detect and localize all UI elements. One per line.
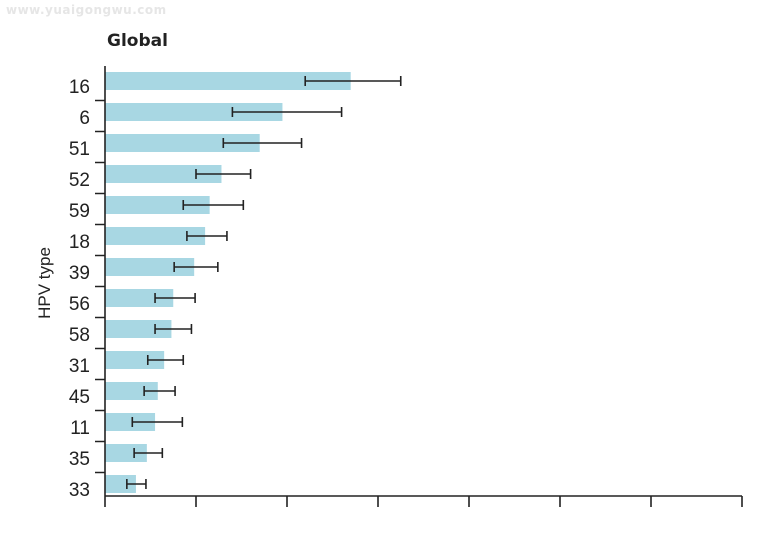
category-label-hpv-51: 51	[69, 139, 90, 160]
category-label-hpv-16: 16	[69, 77, 90, 98]
axes-group	[95, 66, 743, 507]
watermark: www.yuaigongwu.com	[6, 3, 167, 17]
category-label-hpv-6: 6	[79, 108, 90, 129]
bar-hpv-6	[105, 103, 283, 121]
category-label-hpv-58: 58	[69, 325, 90, 346]
error-bars-group	[126, 76, 402, 489]
bar-hpv-35	[105, 444, 147, 462]
category-label-hpv-56: 56	[69, 294, 90, 315]
y-axis-label: HPV type	[35, 247, 54, 319]
category-label-hpv-31: 31	[69, 356, 90, 377]
bar-hpv-51	[105, 134, 260, 152]
bar-hpv-56	[105, 289, 174, 307]
category-label-hpv-33: 33	[69, 480, 90, 501]
bars-group	[105, 72, 351, 493]
bar-hpv-33	[105, 475, 136, 493]
bar-hpv-11	[105, 413, 156, 431]
category-label-hpv-35: 35	[69, 449, 90, 470]
category-label-hpv-59: 59	[69, 201, 90, 222]
category-label-hpv-11: 11	[70, 418, 90, 439]
category-label-hpv-39: 39	[69, 263, 90, 284]
category-label-hpv-45: 45	[69, 387, 90, 408]
category-labels-group: 16 6 51 52 59 18 39 56 58 31 45 11 35 33	[69, 77, 90, 501]
bar-hpv-16	[105, 72, 351, 90]
bar-hpv-31	[105, 351, 165, 369]
bar-hpv-52	[105, 165, 222, 183]
chart-title: Global	[107, 31, 168, 51]
bar-hpv-39	[105, 258, 195, 276]
category-label-hpv-52: 52	[69, 170, 90, 191]
bar-hpv-18	[105, 227, 206, 245]
category-label-hpv-18: 18	[69, 232, 90, 253]
